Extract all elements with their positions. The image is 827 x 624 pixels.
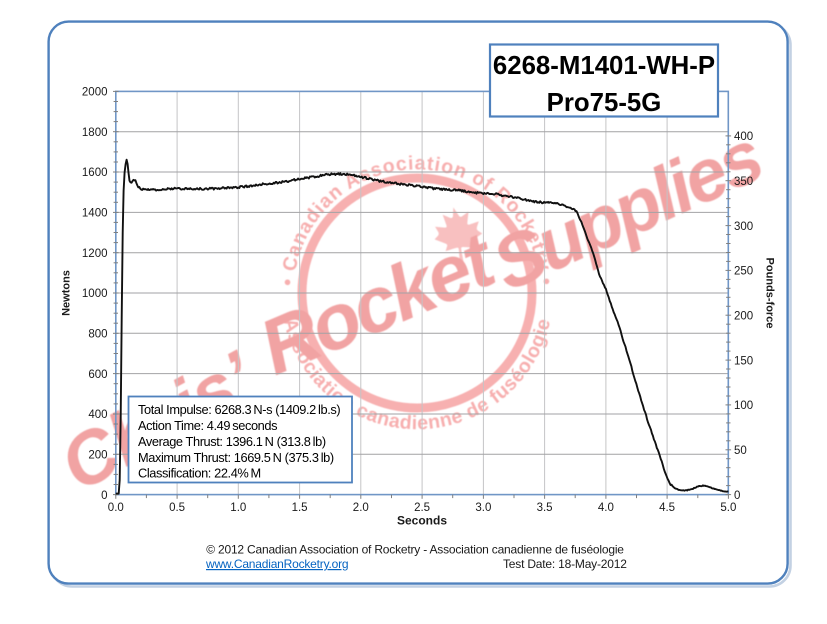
svg-text:400: 400 (734, 131, 753, 143)
svg-text:0.0: 0.0 (108, 502, 124, 514)
svg-text:800: 800 (88, 329, 107, 341)
svg-text:www.CanadianRocketry.org: www.CanadianRocketry.org (205, 557, 348, 571)
svg-text:250: 250 (734, 266, 753, 278)
svg-text:1400: 1400 (82, 208, 108, 220)
svg-text:Pounds-force: Pounds-force (764, 258, 776, 329)
svg-text:Newtons: Newtons (61, 270, 73, 316)
svg-text:1600: 1600 (82, 167, 108, 179)
svg-text:200: 200 (734, 310, 753, 322)
svg-text:© 2012 Canadian Association of: © 2012 Canadian Association of Rocketry … (206, 543, 624, 557)
svg-text:1800: 1800 (82, 127, 108, 139)
svg-text:4.0: 4.0 (598, 502, 614, 514)
svg-text:1200: 1200 (82, 248, 108, 260)
svg-text:2.5: 2.5 (414, 502, 430, 514)
svg-text:350: 350 (734, 176, 753, 188)
svg-text:0: 0 (734, 490, 740, 502)
svg-text:4.5: 4.5 (659, 502, 675, 514)
svg-text:200: 200 (88, 450, 107, 462)
svg-text:Test Date: 18-May-2012: Test Date: 18-May-2012 (503, 557, 627, 571)
svg-text:150: 150 (734, 355, 753, 367)
svg-text:3.5: 3.5 (537, 502, 553, 514)
svg-text:Total Impulse: 6268.3 N-s (140: Total Impulse: 6268.3 N-s (1409.2 lb.s) (138, 402, 340, 417)
svg-text:0.5: 0.5 (169, 502, 185, 514)
svg-text:600: 600 (88, 369, 107, 381)
svg-text:Average Thrust: 1396.1 N (313.: Average Thrust: 1396.1 N (313.8 lb) (138, 434, 326, 449)
svg-text:1.5: 1.5 (292, 502, 308, 514)
svg-text:5.0: 5.0 (720, 502, 736, 514)
svg-text:1000: 1000 (82, 288, 108, 300)
svg-text:Classification: 22.4% M: Classification: 22.4% M (138, 466, 261, 481)
svg-text:Action Time: 4.49 seconds: Action Time: 4.49 seconds (138, 418, 277, 433)
svg-text:300: 300 (734, 221, 753, 233)
svg-text:50: 50 (734, 445, 747, 457)
svg-text:2.0: 2.0 (353, 502, 369, 514)
svg-text:1.0: 1.0 (230, 502, 246, 514)
svg-text:Maximum Thrust: 1669.5 N (375.: Maximum Thrust: 1669.5 N (375.3 lb) (138, 450, 334, 465)
svg-text:6268-M1401-WH-P: 6268-M1401-WH-P (493, 52, 715, 80)
svg-text:2000: 2000 (82, 87, 108, 99)
svg-text:400: 400 (88, 409, 107, 421)
svg-text:100: 100 (734, 400, 753, 412)
svg-text:Seconds: Seconds (397, 514, 447, 528)
svg-text:0: 0 (101, 490, 107, 502)
svg-text:3.0: 3.0 (475, 502, 491, 514)
svg-text:Pro75-5G: Pro75-5G (547, 89, 662, 117)
